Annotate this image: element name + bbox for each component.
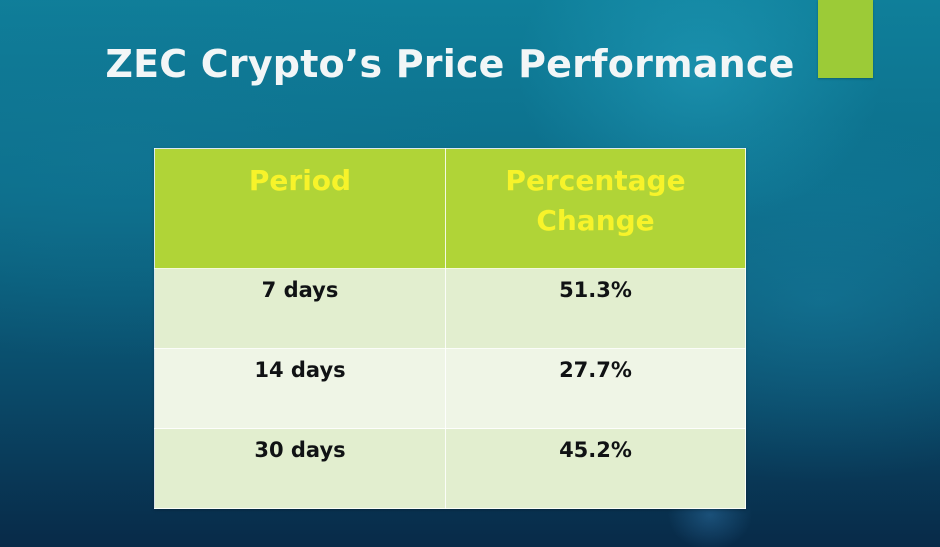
price-performance-table: Period Percentage Change 7 days 51.3% 14… xyxy=(154,148,746,509)
cell-percentage: 45.2% xyxy=(445,428,746,509)
cell-period: 14 days xyxy=(154,348,446,429)
table-row: 30 days 45.2% xyxy=(154,428,746,509)
table-row: 14 days 27.7% xyxy=(154,348,746,429)
header-period: Period xyxy=(154,148,446,269)
slide-title: ZEC Crypto’s Price Performance xyxy=(105,42,795,86)
cell-percentage: 51.3% xyxy=(445,268,746,349)
header-percentage-change: Percentage Change xyxy=(445,148,746,269)
cell-period: 7 days xyxy=(154,268,446,349)
table-row: 7 days 51.3% xyxy=(154,268,746,349)
accent-block xyxy=(818,0,873,78)
cell-percentage: 27.7% xyxy=(445,348,746,429)
cell-period: 30 days xyxy=(154,428,446,509)
table-header-row: Period Percentage Change xyxy=(154,148,746,269)
